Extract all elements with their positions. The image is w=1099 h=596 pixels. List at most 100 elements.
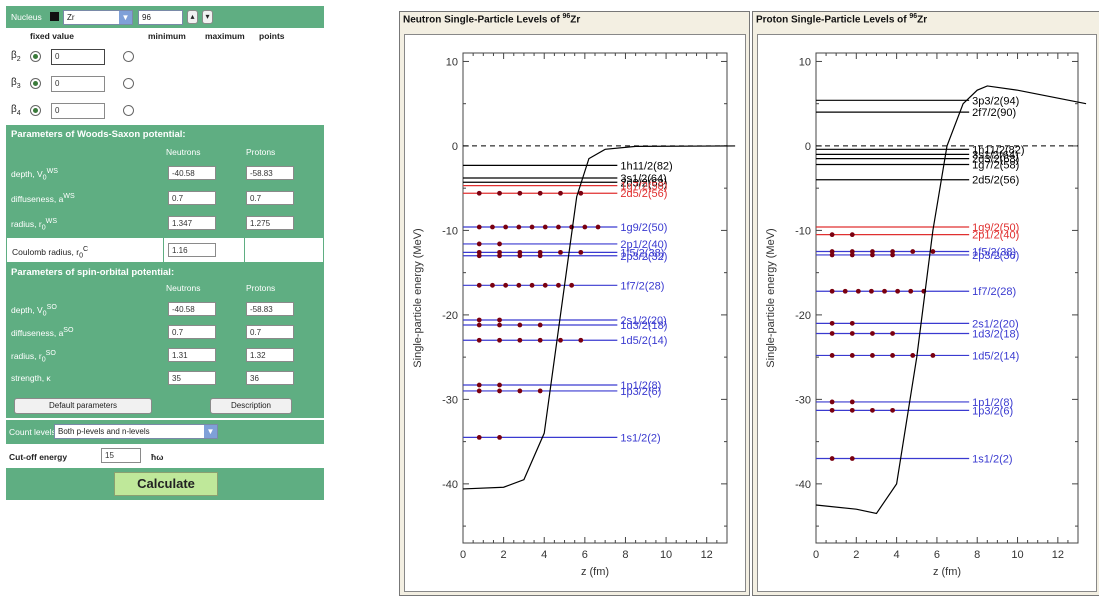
potential-curve xyxy=(462,145,736,490)
ws-title: Parameters of Woods-Saxon potential: xyxy=(11,129,186,140)
coulomb-row: Coulomb radius, r0C 1.16 xyxy=(6,237,324,263)
mass-down-button[interactable]: ▾ xyxy=(202,10,213,24)
beta3-range-radio[interactable] xyxy=(123,78,134,89)
occupation-dot xyxy=(476,382,482,388)
occupation-dot xyxy=(537,388,543,394)
occupation-dot xyxy=(870,249,875,254)
level-label: 1p1/2(8) xyxy=(972,397,1013,409)
proton-levels-chart: Proton Single-Particle Levels of 96Zr 0 2… xyxy=(752,11,1099,596)
y-tick-label: 10 xyxy=(446,56,458,68)
color-swatch xyxy=(50,12,59,21)
beta3-input[interactable]: 0 xyxy=(51,76,105,92)
calculate-button[interactable]: Calculate xyxy=(114,472,218,496)
occupation-dot xyxy=(855,288,861,294)
x-tick-label: 4 xyxy=(541,549,547,561)
level-label: 1d3/2(18) xyxy=(620,320,667,332)
occupation-dot xyxy=(849,320,855,326)
buttons-row: Default parameters Description xyxy=(6,394,324,418)
mass-up-button[interactable]: ▴ xyxy=(187,10,198,24)
beta2-fixed-radio[interactable] xyxy=(30,51,41,62)
occupation-dot xyxy=(529,282,535,288)
occupation-dot xyxy=(490,224,495,230)
y-tick-label: -10 xyxy=(795,225,811,237)
level-label: 2d3/2(68) xyxy=(620,177,667,189)
element-select[interactable]: Zr ▼ xyxy=(63,10,133,25)
occupation-dot xyxy=(516,282,522,288)
level-label: 2p1/2(40) xyxy=(972,230,1019,242)
coulomb-radius-input[interactable]: 1.16 xyxy=(168,243,216,257)
beta2-input[interactable]: 0 xyxy=(51,49,105,65)
beta4-range-radio[interactable] xyxy=(123,105,134,116)
occupation-dot xyxy=(476,253,482,259)
occupation-dot xyxy=(476,282,482,288)
occupation-dot xyxy=(842,288,848,294)
level-label: 3p3/2(94) xyxy=(972,95,1019,107)
beta2-range-radio[interactable] xyxy=(123,51,134,62)
so-radius-neutrons-input[interactable]: 1.31 xyxy=(168,348,216,362)
occupation-dot xyxy=(476,249,482,255)
occupation-dot xyxy=(829,252,835,258)
occupation-dot xyxy=(578,337,584,343)
plot-frame xyxy=(815,52,1079,544)
ws-protons-header: Protons xyxy=(246,147,276,157)
occupation-dot xyxy=(537,249,543,255)
occupation-dot xyxy=(476,388,482,394)
level-label: 1p3/2(6) xyxy=(972,405,1013,417)
occupation-dot xyxy=(476,434,482,440)
ws-diffuseness-neutrons-input[interactable]: 0.7 xyxy=(168,191,216,205)
ws-radius-protons-input[interactable]: 1.275 xyxy=(246,216,294,230)
occupation-dot xyxy=(829,249,835,254)
ws-radius-neutrons-input[interactable]: 1.347 xyxy=(168,216,216,230)
x-tick-label: 10 xyxy=(1011,549,1023,561)
level-label: 1p1/2(8) xyxy=(620,380,661,392)
deformation-header: fixed value minimum maximum points xyxy=(6,28,324,44)
occupation-dot xyxy=(476,190,482,196)
so-diffuseness-neutrons-input[interactable]: 0.7 xyxy=(168,325,216,339)
occupation-dot xyxy=(910,249,916,254)
y-axis-label: Single-particle energy (MeV) xyxy=(412,228,424,367)
so-radius-protons-input[interactable]: 1.32 xyxy=(246,348,294,362)
y-tick-label: 10 xyxy=(799,56,811,68)
ws-depth-neutrons-input[interactable]: -40.58 xyxy=(168,166,216,180)
so-neutrons-header: Neutrons xyxy=(166,283,201,293)
beta4-input[interactable]: 0 xyxy=(51,103,105,119)
beta3-fixed-radio[interactable] xyxy=(30,78,41,89)
description-button[interactable]: Description xyxy=(210,398,292,414)
occupation-dot xyxy=(516,224,522,230)
so-depth-neutrons-input[interactable]: -40.58 xyxy=(168,302,216,316)
so-diffuseness-protons-input[interactable]: 0.7 xyxy=(246,325,294,339)
level-label: 1f7/2(28) xyxy=(620,280,664,292)
occupation-dot xyxy=(490,282,495,288)
so-depth-protons-input[interactable]: -58.83 xyxy=(246,302,294,316)
beta4-row: β4 0 xyxy=(6,98,324,125)
so-strength-neutrons-input[interactable]: 35 xyxy=(168,371,216,385)
level-label: 1p3/2(6) xyxy=(620,386,661,398)
ws-diffuseness-protons-input[interactable]: 0.7 xyxy=(246,191,294,205)
x-tick-label: 6 xyxy=(582,549,588,561)
ws-depth-protons-input[interactable]: -58.83 xyxy=(246,166,294,180)
minimum-header: minimum xyxy=(148,31,186,41)
so-strength-protons-input[interactable]: 36 xyxy=(246,371,294,385)
default-parameters-button[interactable]: Default parameters xyxy=(14,398,152,414)
cutoff-input[interactable]: 15 xyxy=(101,448,141,463)
occupation-dot xyxy=(582,224,588,230)
occupation-dot xyxy=(849,232,855,238)
level-label: 2s1/2(20) xyxy=(620,315,666,327)
level-label: 1f5/2(38) xyxy=(972,247,1016,259)
beta2-row: β2 0 xyxy=(6,44,324,71)
mass-select[interactable]: 96 xyxy=(138,10,183,25)
occupation-dot xyxy=(497,253,502,259)
level-label: 2p3/2(36) xyxy=(972,250,1019,262)
occupation-dot xyxy=(595,224,601,230)
calculate-row: Calculate xyxy=(6,468,324,500)
level-label: 1d5/2(14) xyxy=(972,350,1019,362)
level-label: 1g7/2(58) xyxy=(972,160,1019,172)
x-tick-label: 4 xyxy=(894,549,900,561)
beta3-row: β3 0 xyxy=(6,71,324,98)
count-levels-select[interactable]: Both p-levels and n-levels ▼ xyxy=(54,424,218,439)
woods-saxon-section: Parameters of Woods-Saxon potential: Neu… xyxy=(6,125,324,263)
level-label: 2d3/2(68) xyxy=(972,154,1019,166)
level-label: 1g7/2(58) xyxy=(620,181,667,193)
beta4-fixed-radio[interactable] xyxy=(30,105,41,116)
occupation-dot xyxy=(517,322,523,328)
